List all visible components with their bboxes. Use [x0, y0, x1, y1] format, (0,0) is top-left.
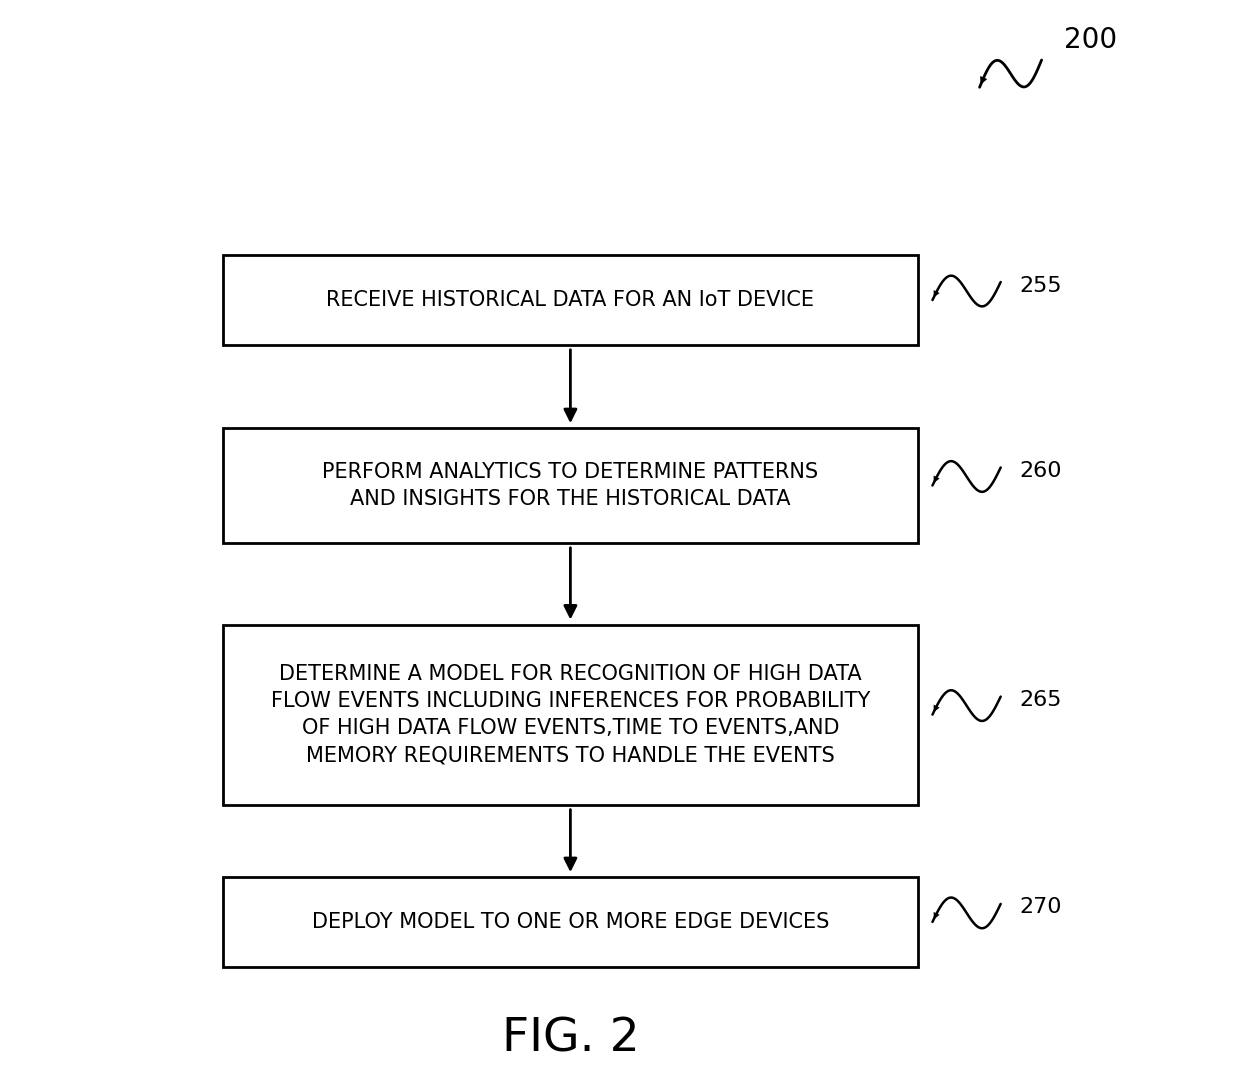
Text: 255: 255: [1019, 276, 1061, 296]
Text: PERFORM ANALYTICS TO DETERMINE PATTERNS
AND INSIGHTS FOR THE HISTORICAL DATA: PERFORM ANALYTICS TO DETERMINE PATTERNS …: [322, 461, 818, 509]
Text: FIG. 2: FIG. 2: [501, 1016, 640, 1062]
Text: 200: 200: [1064, 26, 1117, 55]
Text: DETERMINE A MODEL FOR RECOGNITION OF HIGH DATA
FLOW EVENTS INCLUDING INFERENCES : DETERMINE A MODEL FOR RECOGNITION OF HIG…: [270, 663, 870, 766]
Text: 270: 270: [1019, 898, 1061, 918]
Text: 265: 265: [1019, 691, 1061, 710]
FancyBboxPatch shape: [223, 428, 918, 542]
FancyBboxPatch shape: [223, 877, 918, 967]
Text: 260: 260: [1019, 461, 1061, 481]
Text: DEPLOY MODEL TO ONE OR MORE EDGE DEVICES: DEPLOY MODEL TO ONE OR MORE EDGE DEVICES: [311, 912, 830, 932]
Text: RECEIVE HISTORICAL DATA FOR AN IoT DEVICE: RECEIVE HISTORICAL DATA FOR AN IoT DEVIC…: [326, 290, 815, 310]
FancyBboxPatch shape: [223, 624, 918, 805]
FancyBboxPatch shape: [223, 255, 918, 345]
